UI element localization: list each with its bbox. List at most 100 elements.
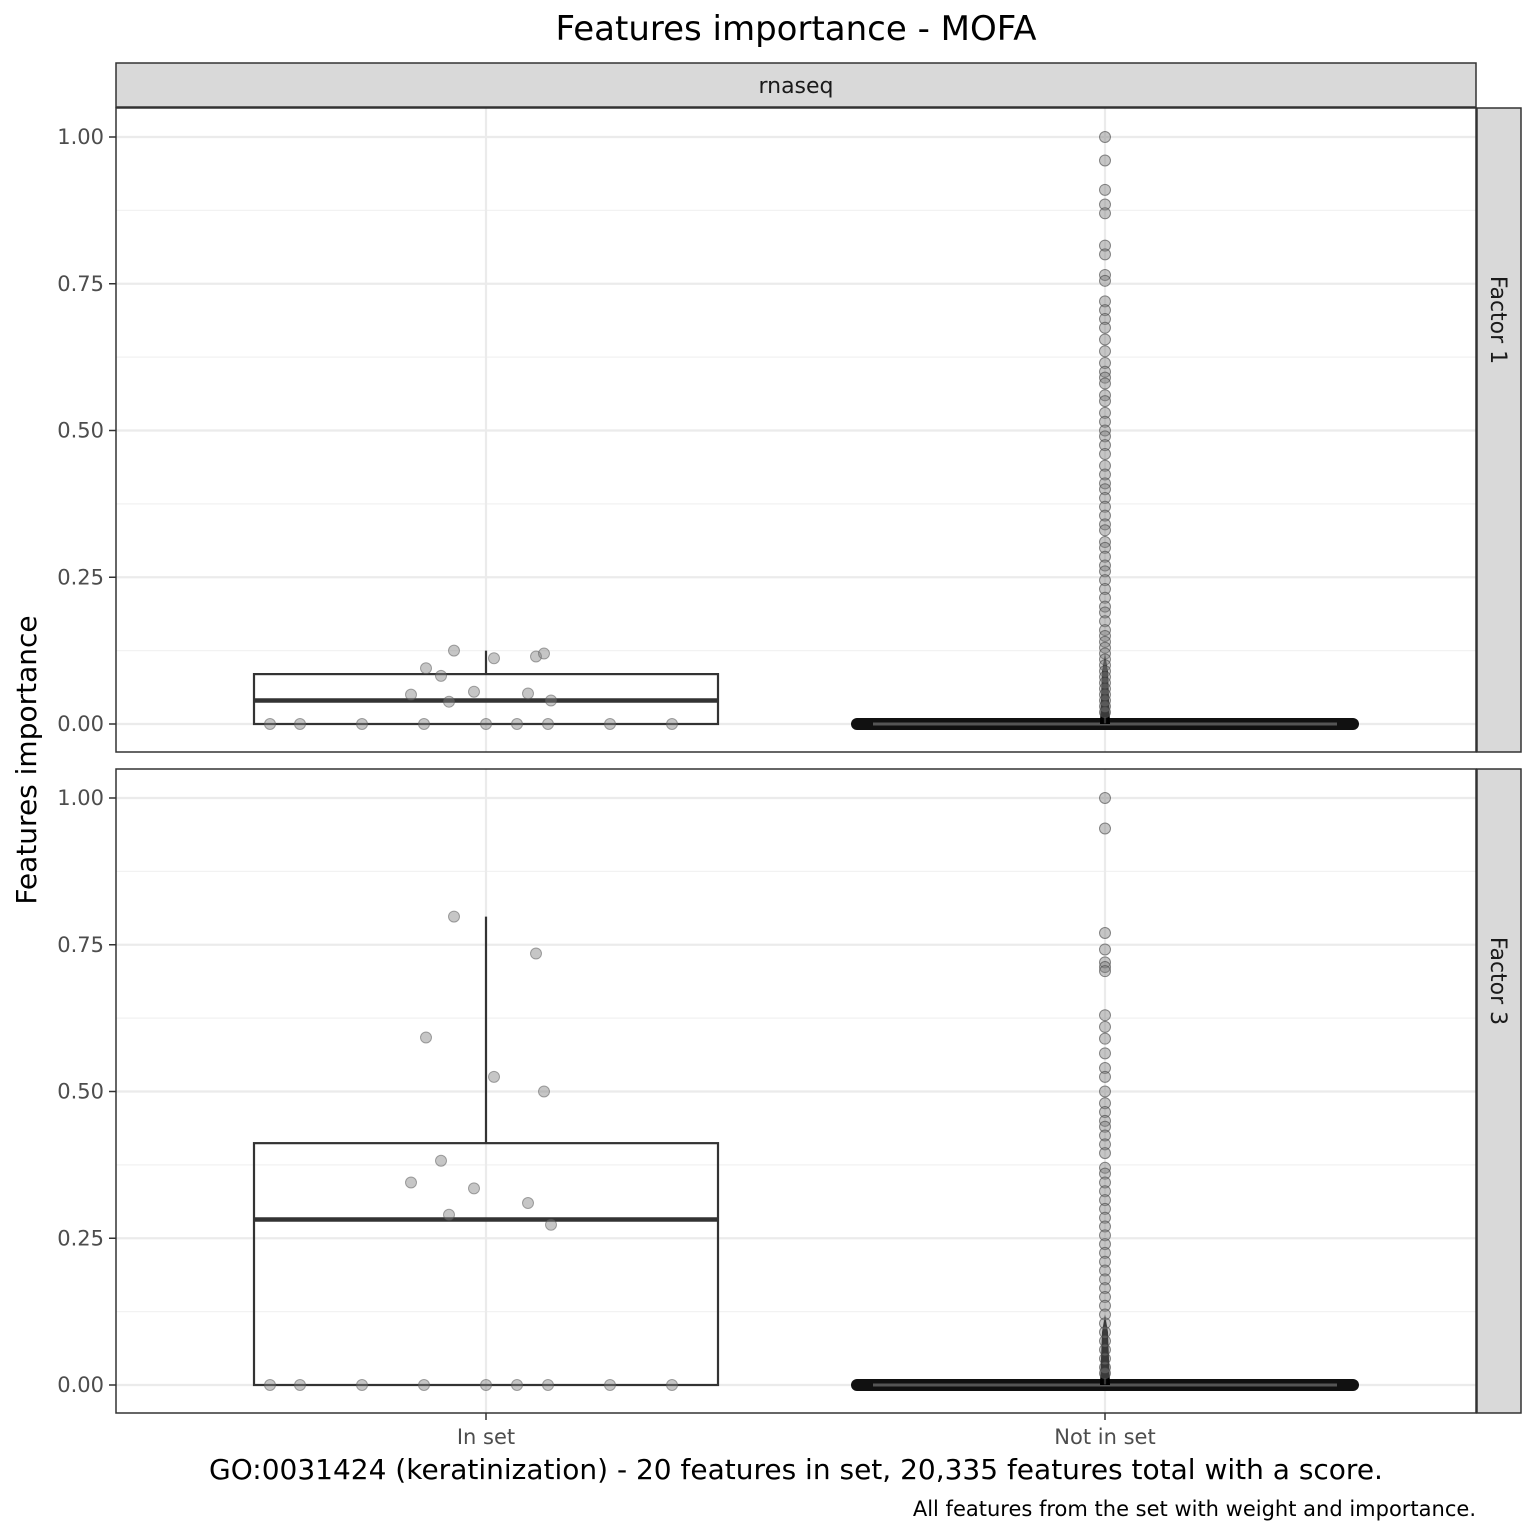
in-set-point [435,669,447,682]
not-in-set-outlier [1099,943,1111,956]
not-in-set-outlier [1099,248,1111,261]
not-in-set-outlier [1099,1176,1111,1189]
not-in-set-outlier [1099,1343,1111,1356]
in-set-point [418,1379,430,1391]
not-in-set-outlier [1099,415,1111,428]
not-in-set-outlier [1099,154,1111,167]
not-in-set-outlier [1099,1211,1111,1224]
not-in-set-outlier [1099,1032,1111,1045]
in-set-point [542,718,554,730]
in-set-point [294,718,306,730]
chart-title: Features importance - MOFA [556,9,1037,49]
in-set-point [264,1379,276,1391]
in-set-point [448,644,460,657]
not-in-set-outlier [1099,239,1111,252]
not-in-set-outlier [1099,961,1111,974]
in-set-point [443,1208,455,1221]
not-in-set-outlier [1099,500,1111,513]
not-in-set-outlier [1099,550,1111,563]
not-in-set-outlier [1099,965,1111,978]
in-set-point [480,718,492,730]
not-in-set-outlier [1099,822,1111,835]
in-set-point [448,910,460,923]
not-in-set-outlier [1099,333,1111,346]
not-in-set-outlier [1099,1120,1111,1133]
caption: All features from the set with weight an… [913,1497,1476,1521]
not-in-set-outlier [1099,459,1111,472]
not-in-set-outlier [1099,439,1111,452]
column-strip-label: rnaseq [758,74,833,99]
not-in-set-outlier [1099,1264,1111,1277]
not-in-set-outlier [1099,345,1111,358]
not-in-set-outlier [1099,1167,1111,1180]
in-set-point [264,718,276,730]
not-in-set-outlier [1099,492,1111,505]
in-set-point [468,1182,480,1195]
not-in-set-dense-spike [1100,1314,1110,1385]
not-in-set-outlier [1099,524,1111,537]
not-in-set-outlier [1099,1299,1111,1312]
not-in-set-outlier [1099,304,1111,317]
in-set-point [545,1218,557,1231]
not-in-set-outlier [1099,406,1111,419]
row-strip-label: Factor 3 [1485,937,1510,1025]
not-in-set-outlier [1099,1009,1111,1022]
not-in-set-outlier [1099,207,1111,220]
in-set-point [468,685,480,698]
panel-2: 0.00 0.25 0.50 0.75 1.00 Factor 3 [57,768,1522,1414]
not-in-set-outlier [1099,591,1111,604]
not-in-set-outlier [1099,1290,1111,1303]
not-in-set-outlier [1099,1202,1111,1215]
in-set-point [522,687,534,700]
y-tick-label: 0.50 [57,419,104,443]
y-tick-label: 1.00 [57,786,104,810]
not-in-set-outlier [1099,356,1111,369]
in-set-point [443,695,455,708]
row-strip-label: Factor 1 [1485,276,1510,364]
not-in-set-outlier [1099,956,1111,969]
not-in-set-outlier [1099,1129,1111,1142]
not-in-set-outlier [1099,1326,1111,1339]
y-tick-label: 0.25 [57,565,104,589]
y-tick-label: 0.75 [57,933,104,957]
in-set-point [356,718,368,730]
not-in-set-outlier [1099,565,1111,578]
in-set-point [538,1085,550,1098]
in-set-point [666,718,678,730]
not-in-set-outlier [1099,1062,1111,1075]
in-set-point [530,947,542,960]
y-tick-label: 0.00 [57,1373,104,1397]
not-in-set-outlier [1099,198,1111,211]
in-set-point [666,1379,678,1391]
not-in-set-outlier [1099,541,1111,554]
y-tick-label: 0.00 [57,712,104,736]
not-in-set-outlier [1099,792,1111,804]
not-in-set-outlier [1099,1367,1111,1380]
not-in-set-outlier [1099,1255,1111,1268]
not-in-set-outlier [1099,615,1111,628]
not-in-set-outlier [1099,321,1111,334]
not-in-set-outlier [1099,312,1111,325]
y-tick-label: 0.75 [57,272,104,296]
not-in-set-outlier [1099,468,1111,481]
not-in-set-outlier [1099,1097,1111,1110]
in-set-point [511,1379,523,1391]
not-in-set-outlier [1099,274,1111,287]
in-set-point [356,1379,368,1391]
not-in-set-outlier [1099,927,1111,940]
row-strip [1476,107,1522,753]
not-in-set-outlier [1099,430,1111,443]
in-set-point [522,1197,534,1210]
not-in-set-outlier [1099,1220,1111,1233]
column-strip [115,62,1477,108]
in-set-point [480,1379,492,1391]
not-in-set-outlier [1099,574,1111,587]
not-in-set-outlier [1099,606,1111,619]
panel-border [115,768,1477,1414]
not-in-set-outlier [1099,1194,1111,1207]
not-in-set-outlier [1099,1246,1111,1259]
not-in-set-outlier [1099,1047,1111,1060]
in-set-point [542,1379,554,1391]
not-in-set-outlier [1099,377,1111,390]
y-tick-label: 0.25 [57,1226,104,1250]
